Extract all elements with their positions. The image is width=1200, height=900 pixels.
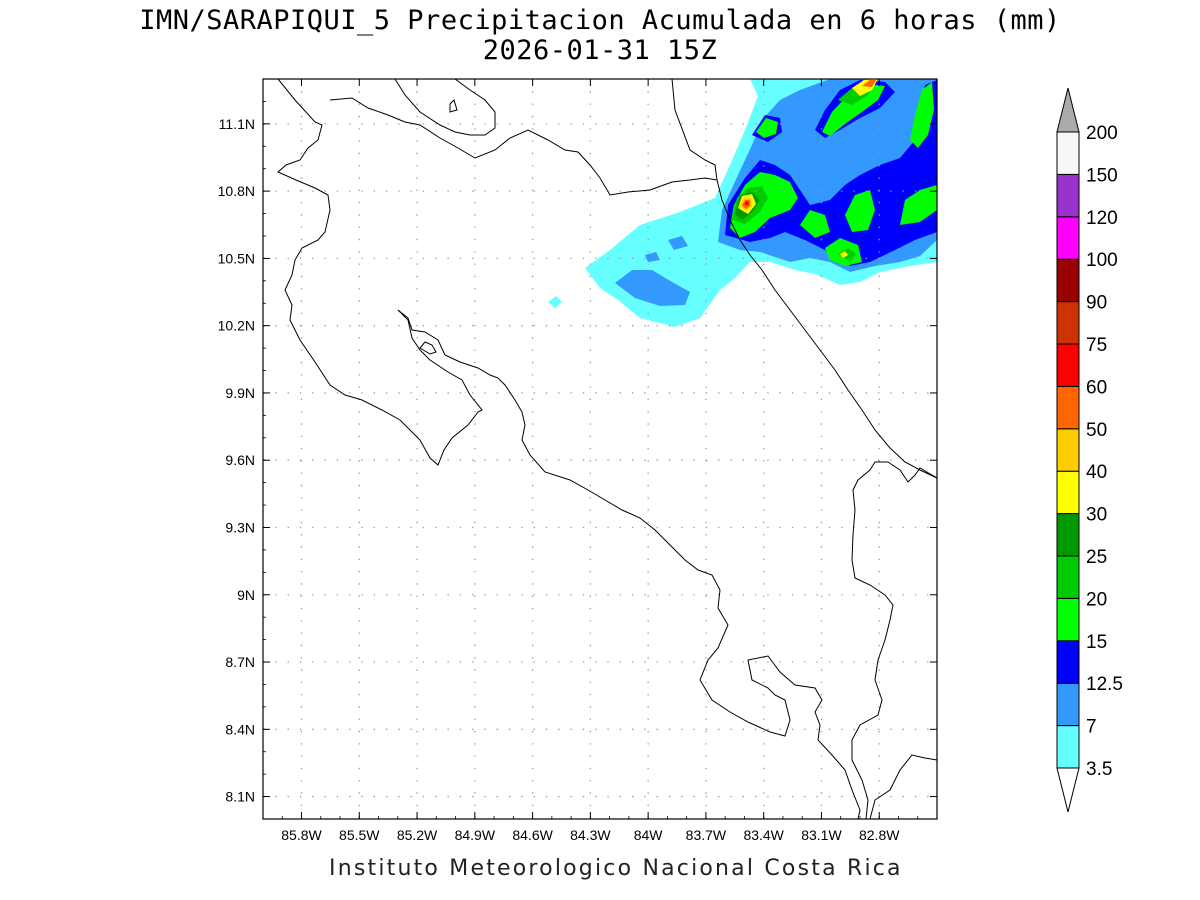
colorbar-level-label: 120 (1086, 208, 1118, 229)
precip-area-15-g (910, 82, 934, 148)
precip-area-7-c (645, 252, 660, 262)
colorbar-swatch (1056, 470, 1080, 515)
colorbar-swatch (1056, 725, 1080, 769)
precip-area-3-5-small (548, 296, 562, 308)
colorbar-over-arrow (1056, 87, 1080, 133)
lat-tick-label: 9.6N (225, 452, 255, 468)
colorbar-swatch (1056, 385, 1080, 430)
coastlines (277, 79, 937, 819)
precip-area-15-d (845, 190, 875, 232)
colorbar-swatch (1056, 597, 1080, 642)
colorbar-level-label: 100 (1086, 250, 1118, 271)
colorbar-swatch (1056, 301, 1080, 345)
map-title: IMN/SARAPIQUI_5 Precipitacion Acumulada … (139, 5, 1061, 36)
colorbar-under-arrow (1056, 767, 1080, 813)
colorbar-swatch (1056, 216, 1080, 260)
precip-area-15-b (800, 210, 830, 238)
colorbar-swatch (1056, 258, 1080, 303)
lat-tick-label: 11.1N (219, 116, 255, 132)
lat-tick-label: 8.1N (225, 789, 255, 805)
map-axes: 85.8W 85.5W 85.2W 84.9W 84.6W 84.3W 84W 83.7W 83… (218, 78, 938, 843)
lat-tick-label: 10.2N (218, 318, 255, 334)
colorbar-swatch (1056, 131, 1080, 175)
precip-area-15-h (756, 118, 778, 138)
lake-island (449, 99, 458, 113)
colorbar-legend: 3.5 7 12.5 15 20 25 30 40 50 60 75 90 100 120 150 200 (1056, 87, 1123, 813)
precip-area-12-5 (725, 80, 937, 266)
precip-area-7 (615, 270, 690, 306)
coastline-caribbean (716, 179, 937, 479)
lon-tick-label: 84.6W (512, 827, 553, 843)
colorbar-level-label: 15 (1086, 632, 1107, 653)
colorbar-swatch (1056, 555, 1080, 599)
colorbar-level-label: 20 (1086, 589, 1107, 610)
lon-tick-label: 83.1W (801, 827, 842, 843)
lat-tick-label: 10.5N (218, 250, 255, 266)
lon-tick-label: 83.7W (686, 827, 727, 843)
precip-area-50-b (862, 80, 876, 87)
map-datetime: 2026-01-31 15Z (482, 35, 718, 66)
credit-text: Instituto Meteorologico Nacional Costa R… (329, 856, 903, 881)
lon-tick-label: 84W (634, 827, 664, 843)
lon-tick-label: 85.5W (339, 827, 380, 843)
coastline-gulf (397, 309, 861, 819)
colorbar-level-label: 25 (1086, 547, 1107, 568)
colorbar-swatch (1056, 513, 1080, 557)
nicaragua-border (329, 97, 718, 196)
lon-tick-label: 85.2W (397, 827, 438, 843)
colorbar-swatch (1056, 428, 1080, 472)
nicoya-gulf-island (419, 341, 437, 355)
colorbar-swatch (1056, 343, 1080, 387)
panama-border (851, 461, 937, 819)
colorbar-level-label: 7 (1086, 717, 1097, 738)
colorbar-level-label: 3.5 (1086, 759, 1112, 780)
coastline-nw (277, 79, 483, 466)
colorbar-level-label: 150 (1086, 165, 1118, 186)
precip-area-30-c (840, 251, 848, 258)
colorbar-level-label: 60 (1086, 377, 1107, 398)
colorbar-level-label: 40 (1086, 462, 1107, 483)
colorbar-level-label: 75 (1086, 335, 1107, 356)
lat-tick-label: 8.7N (225, 654, 255, 670)
colorbar-level-label: 12.5 (1086, 674, 1123, 695)
map-frame (262, 78, 938, 820)
colorbar-level-label: 200 (1086, 123, 1118, 144)
lat-tick-label: 9N (237, 587, 255, 603)
graticule (263, 79, 937, 819)
colorbar-level-label: 90 (1086, 293, 1107, 314)
colorbar-level-label: 30 (1086, 505, 1107, 526)
lat-tick-label: 9.3N (225, 519, 255, 535)
precipitation-field (548, 79, 937, 327)
lat-tick-label: 10.8N (218, 183, 255, 199)
colorbar-level-label: 50 (1086, 420, 1107, 441)
lon-tick-label: 85.8W (281, 827, 322, 843)
lon-tick-label: 82.8W (859, 827, 900, 843)
colorbar-swatch (1056, 682, 1080, 727)
lon-tick-label: 83.4W (743, 827, 784, 843)
coastline-south-east (869, 754, 937, 819)
precip-area-7-b (668, 236, 688, 250)
lon-tick-label: 84.3W (570, 827, 611, 843)
lake-nicaragua (394, 79, 496, 136)
colorbar-swatch (1056, 173, 1080, 218)
lat-tick-label: 8.4N (225, 721, 255, 737)
colorbar-swatch (1056, 640, 1080, 684)
precip-area-15-f (822, 84, 885, 136)
coastline-north-caribbean (671, 79, 718, 181)
lat-tick-label: 9.9N (225, 385, 255, 401)
lon-tick-label: 84.9W (455, 827, 496, 843)
precip-area-60 (744, 201, 749, 206)
precip-area-15-e (900, 185, 937, 225)
